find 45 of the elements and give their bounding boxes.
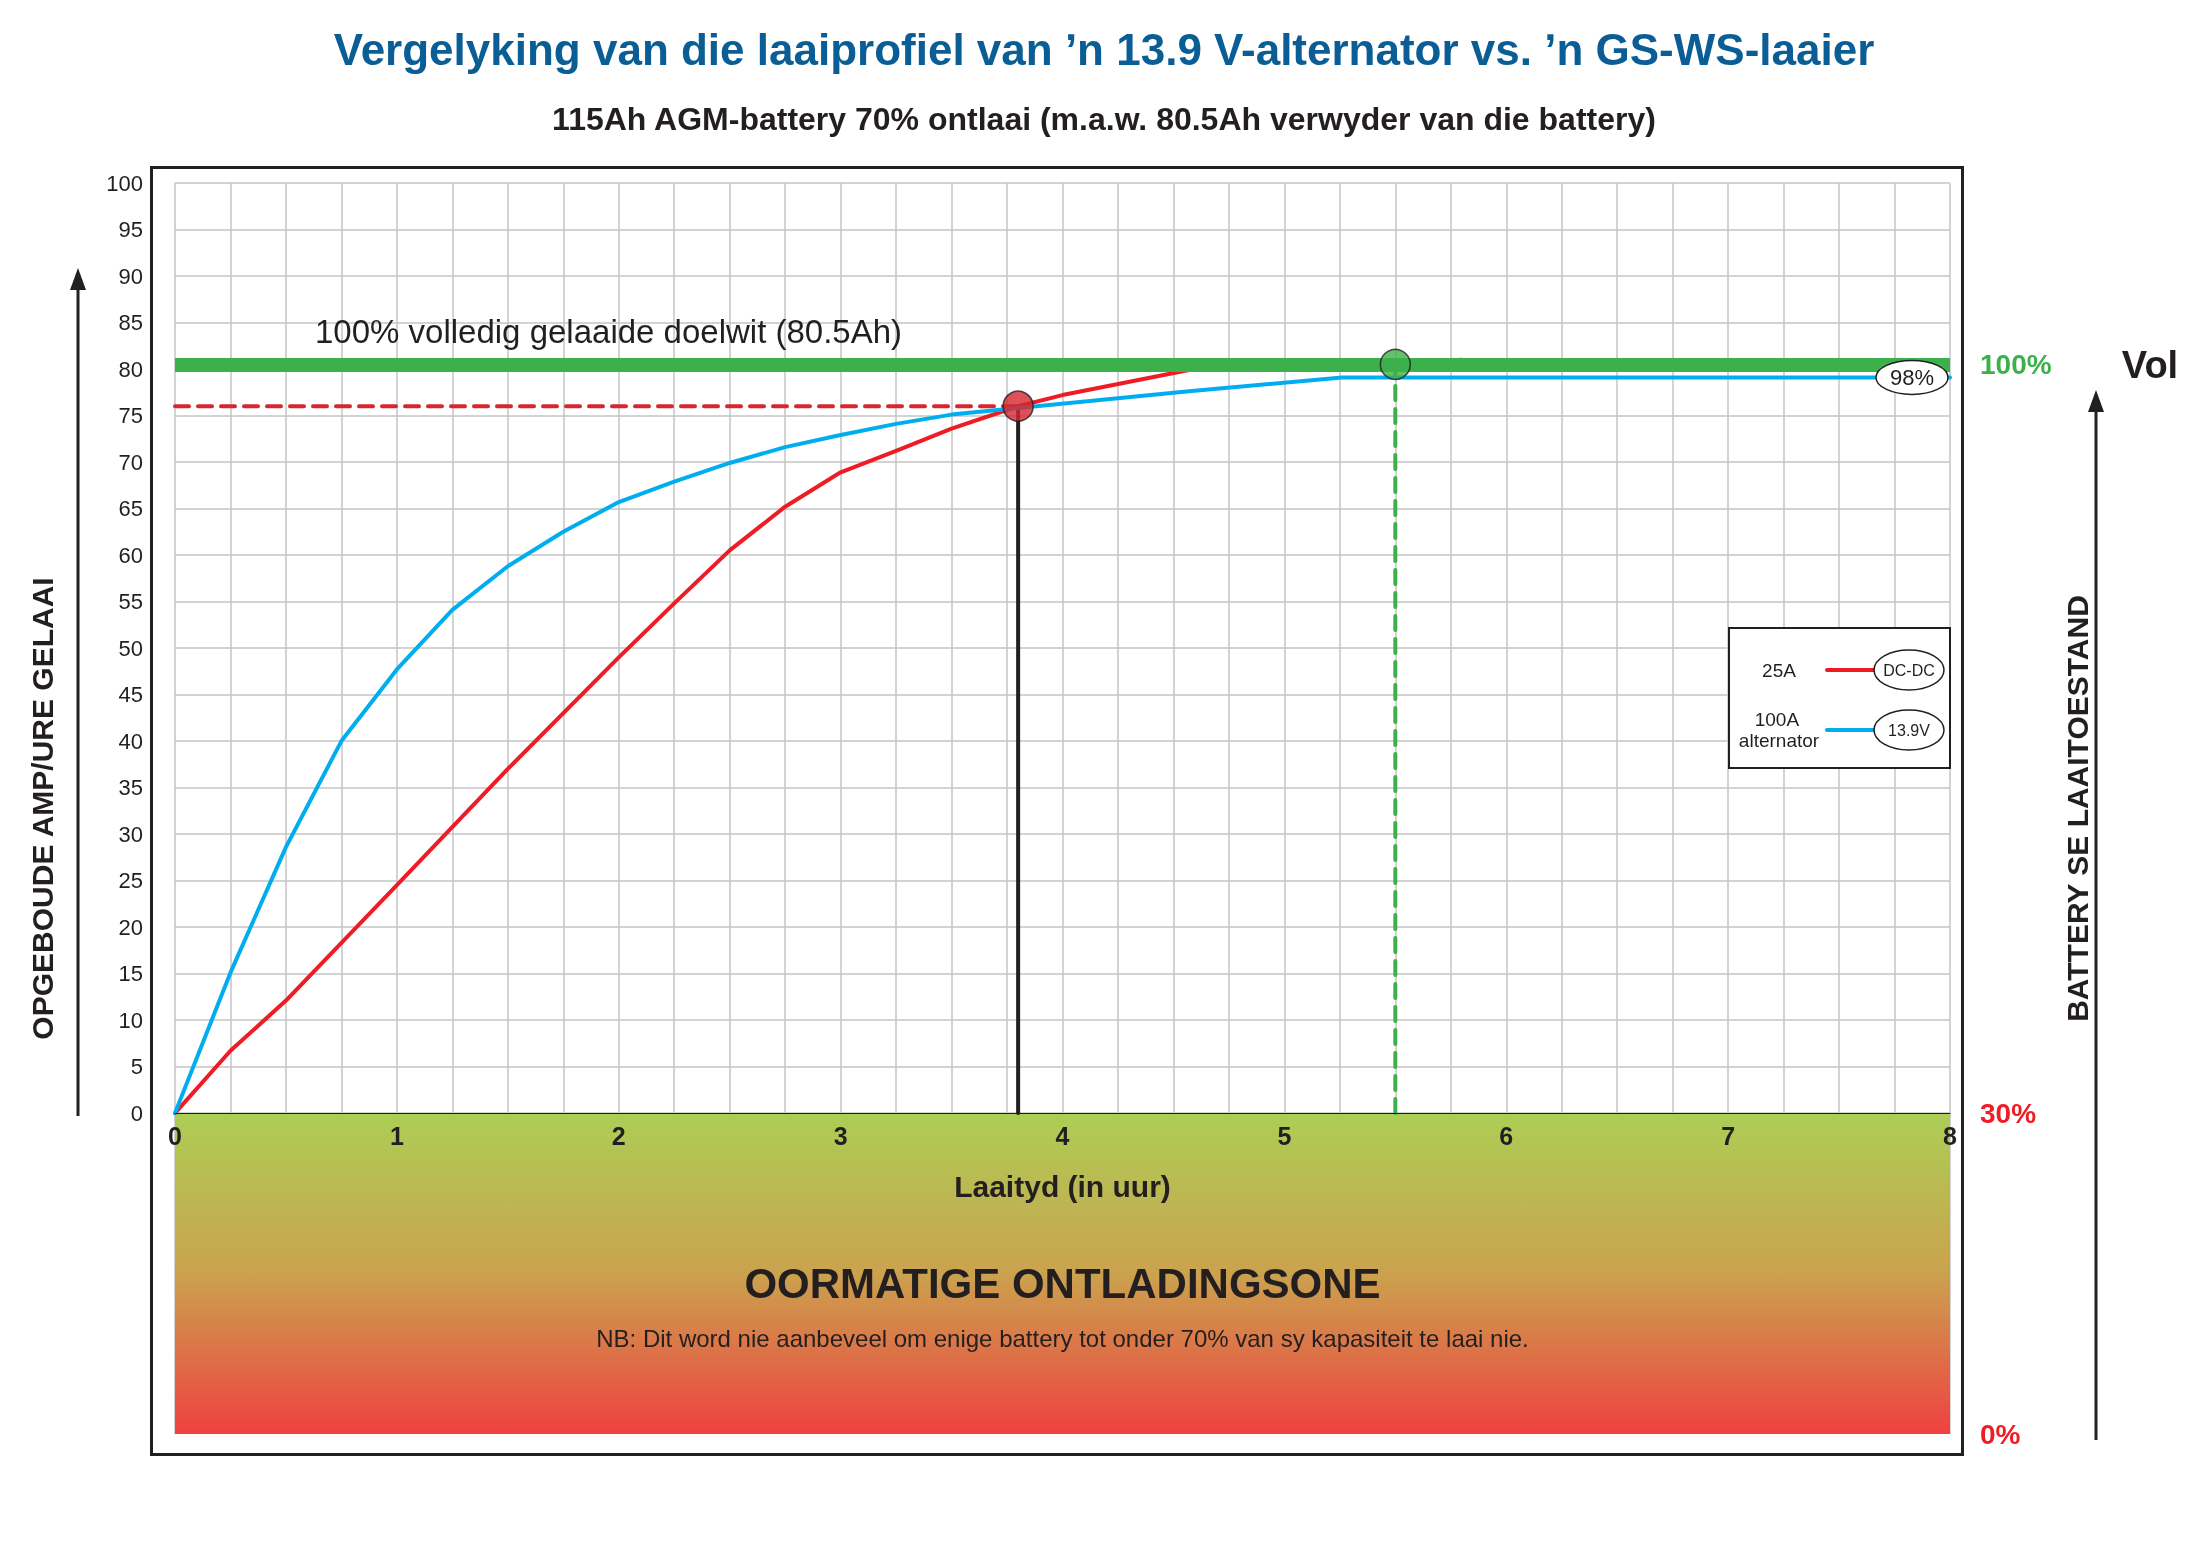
x-axis-title: Laaityd (in uur) — [954, 1169, 1171, 1203]
y2-axis-title: BATTERY SE LAAITOESTAND — [2061, 595, 2095, 1022]
ref-line-label: 100% volledig gelaaide doelwit (80.5Ah) — [315, 313, 903, 351]
y-tick-label: 95 — [118, 217, 143, 243]
y-tick-label: 0 — [130, 1100, 143, 1126]
y-tick-label: 50 — [118, 635, 143, 661]
annotation: 98% — [1889, 364, 1935, 390]
y-tick-label: 100 — [106, 170, 143, 196]
y2-tick-label: 30% — [1980, 1097, 2037, 1129]
chart-title: Vergelyking van die laaiprofiel van ʼn 13.9 V-alternator vs. ʼn GS-WS-laaier — [333, 24, 1875, 74]
y-tick-label: 25 — [118, 868, 143, 894]
y2-tick-label: 0% — [1980, 1418, 2021, 1450]
y-tick-label: 65 — [118, 496, 143, 522]
y-tick-label: 35 — [118, 775, 143, 801]
y-tick-label: 20 — [118, 914, 143, 940]
legend-label: 25A — [1762, 659, 1797, 681]
y-tick-label: 60 — [118, 542, 143, 568]
x-tick-label: 3 — [833, 1121, 848, 1150]
x-tick-label: 1 — [389, 1121, 404, 1150]
y-tick-label: 45 — [118, 682, 143, 708]
annotation: DC-DC — [1883, 661, 1935, 679]
x-tick-label: 2 — [611, 1121, 626, 1150]
y-tick-label: 85 — [118, 310, 143, 336]
y-tick-label: 80 — [118, 356, 143, 382]
x-tick-label: 7 — [1721, 1121, 1736, 1150]
y-tick-label: 30 — [118, 821, 143, 847]
annotation: NB: Dit word nie aanbeveel om enige battery tot onder 70% van sy kapasiteit te laai nie. — [596, 1325, 1529, 1353]
y-tick-label: 90 — [118, 263, 143, 289]
chart-subtitle: 115Ah AGM-battery 70% ontlaai (m.a.w. 80.5Ah verwyder van die battery) — [552, 101, 1656, 137]
y2-tick-label: 100% — [1980, 349, 2052, 381]
y-tick-label: 15 — [118, 961, 143, 987]
y-tick-label: 55 — [118, 589, 143, 615]
y-tick-label: 75 — [118, 403, 143, 429]
legend-label: 100A alternator — [1738, 709, 1820, 751]
x-tick-label: 4 — [1055, 1121, 1070, 1150]
y-tick-label: 40 — [118, 728, 143, 754]
band-label: OORMATIGE ONTLADINGSONE — [744, 1260, 1381, 1308]
y-tick-label: 10 — [118, 1007, 143, 1033]
text: Vol — [2121, 343, 2179, 386]
y-tick-label: 5 — [130, 1054, 143, 1080]
x-tick-label: 6 — [1499, 1121, 1514, 1150]
annotation: 13.9V — [1888, 721, 1931, 739]
y-axis-title: OPGEBOUDE AMP/URE GELAAI — [25, 577, 59, 1040]
y-tick-label: 70 — [118, 449, 143, 475]
x-tick-label: 5 — [1277, 1121, 1292, 1150]
